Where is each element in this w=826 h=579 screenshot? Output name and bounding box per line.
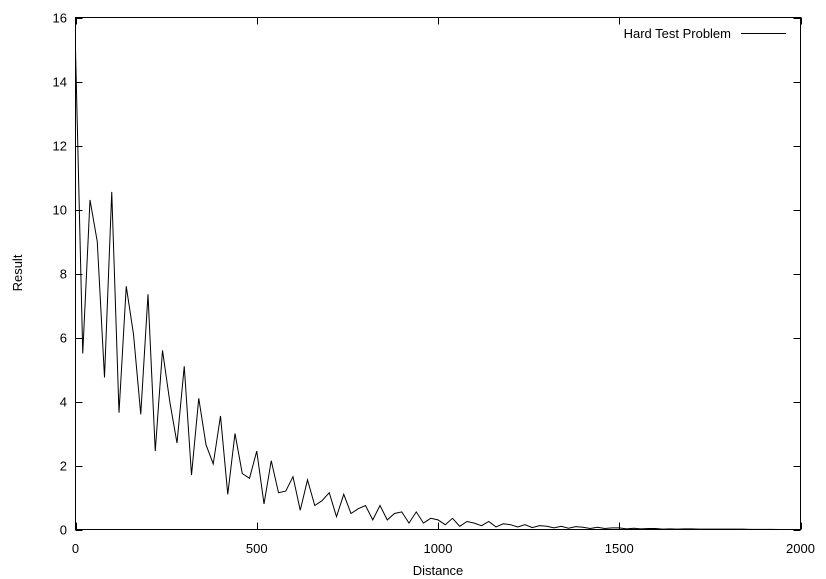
plot-frame [75,17,801,530]
legend: Hard Test Problem [624,26,786,41]
series-line [75,49,801,530]
x-tick-label: 2000 [786,541,815,556]
y-tick-label: 16 [53,11,67,26]
x-tick-label: 1500 [605,541,634,556]
x-tick-label: 1000 [424,541,453,556]
y-tick-label: 6 [60,331,67,346]
y-tick-label: 4 [60,395,67,410]
x-tick-label: 500 [246,541,268,556]
y-axis-ticks: 0 2 4 6 8 10 12 14 16 [53,11,801,538]
y-tick-label: 10 [53,203,67,218]
x-axis-ticks: 0 500 1000 1500 2000 [72,17,815,556]
y-axis-label: Result [10,254,25,291]
y-tick-label: 2 [60,459,67,474]
x-axis-label: Distance [413,563,464,578]
y-tick-label: 8 [60,267,67,282]
y-tick-label: 0 [60,523,67,538]
x-tick-label: 0 [72,541,79,556]
legend-label: Hard Test Problem [624,26,731,41]
y-tick-label: 14 [53,75,67,90]
series-layer [75,49,801,530]
y-tick-label: 12 [53,139,67,154]
